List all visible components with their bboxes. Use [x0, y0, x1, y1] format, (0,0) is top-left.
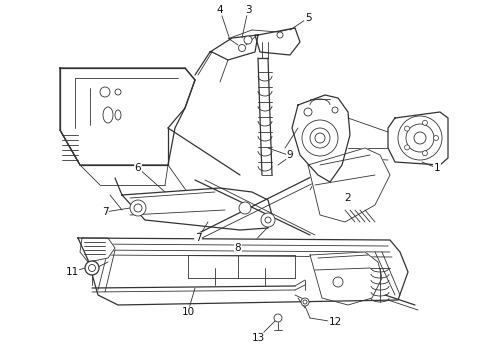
Circle shape — [261, 213, 275, 227]
Polygon shape — [80, 238, 115, 262]
Circle shape — [239, 45, 245, 51]
Circle shape — [130, 200, 146, 216]
Text: 3: 3 — [245, 5, 251, 15]
Ellipse shape — [115, 110, 121, 120]
Circle shape — [333, 277, 343, 287]
Circle shape — [115, 89, 121, 95]
Circle shape — [405, 126, 410, 131]
Circle shape — [398, 116, 442, 160]
Circle shape — [239, 202, 251, 214]
Text: 10: 10 — [181, 307, 195, 317]
Circle shape — [422, 120, 427, 125]
Text: 7: 7 — [195, 233, 201, 243]
Circle shape — [274, 314, 282, 322]
Text: 8: 8 — [235, 243, 241, 253]
Text: 12: 12 — [328, 317, 342, 327]
Text: 9: 9 — [287, 150, 294, 160]
Circle shape — [89, 265, 96, 271]
Circle shape — [315, 133, 325, 143]
Ellipse shape — [103, 107, 113, 123]
Circle shape — [265, 217, 271, 223]
Polygon shape — [122, 188, 272, 230]
Text: 6: 6 — [135, 163, 141, 173]
Circle shape — [414, 132, 426, 144]
Text: 11: 11 — [65, 267, 78, 277]
Text: 7: 7 — [102, 207, 108, 217]
Polygon shape — [388, 112, 448, 165]
Polygon shape — [78, 238, 408, 305]
Circle shape — [277, 32, 283, 38]
Circle shape — [301, 298, 309, 306]
Polygon shape — [210, 35, 258, 60]
Text: 4: 4 — [217, 5, 223, 15]
Circle shape — [302, 120, 338, 156]
Polygon shape — [308, 148, 390, 222]
Circle shape — [406, 124, 434, 152]
Circle shape — [100, 87, 110, 97]
Text: 2: 2 — [344, 193, 351, 203]
Circle shape — [244, 36, 252, 44]
Text: 5: 5 — [305, 13, 311, 23]
Circle shape — [332, 107, 338, 113]
Circle shape — [405, 145, 410, 150]
Text: 1: 1 — [434, 163, 441, 173]
Circle shape — [304, 108, 312, 116]
Circle shape — [310, 128, 330, 148]
Circle shape — [303, 300, 307, 304]
Polygon shape — [60, 68, 195, 165]
Circle shape — [422, 151, 427, 156]
Circle shape — [85, 261, 99, 275]
Circle shape — [434, 135, 439, 140]
Text: 13: 13 — [251, 333, 265, 343]
Circle shape — [134, 204, 142, 212]
Polygon shape — [310, 252, 382, 305]
Polygon shape — [292, 95, 350, 182]
Polygon shape — [255, 28, 300, 55]
